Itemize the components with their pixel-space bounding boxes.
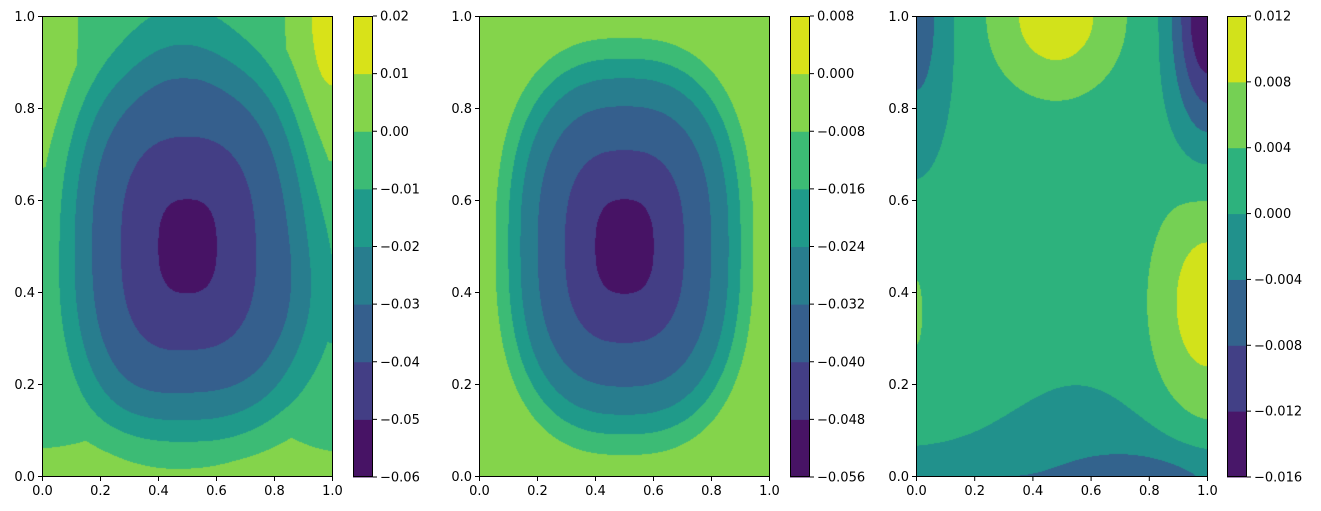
colorbar-tick-label: −0.016 — [1254, 471, 1302, 486]
colorbar-tick-label: 0.008 — [817, 10, 854, 25]
axes-frame — [479, 16, 770, 477]
colorbar-frame — [353, 16, 373, 477]
colorbar-tick-label: −0.032 — [817, 298, 865, 313]
colorbar-tick-label: −0.01 — [380, 182, 420, 197]
colorbar-band — [1227, 411, 1247, 478]
colorbar-tick-label: 0.02 — [380, 10, 409, 25]
colorbar-band — [353, 16, 373, 75]
colorbar-band — [1227, 81, 1247, 149]
x-tick-label: 0.8 — [264, 484, 285, 499]
colorbar-tick-label: −0.016 — [817, 182, 865, 197]
colorbar-band — [1227, 279, 1247, 346]
x-tick-label: 0.2 — [527, 484, 548, 499]
y-tick-label: 0.0 — [451, 470, 472, 485]
y-tick-label: 0.0 — [14, 470, 35, 485]
y-tick-label: 1.0 — [451, 10, 472, 25]
x-tick-label: 1.0 — [1197, 484, 1218, 499]
colorbar-tick-label: −0.004 — [1254, 273, 1302, 288]
axes-frame — [916, 16, 1208, 477]
colorbar-frame — [1227, 16, 1247, 477]
y-tick-label: 0.2 — [888, 378, 909, 393]
colorbar-tick-label: −0.03 — [380, 298, 420, 313]
y-tick-label: 0.0 — [888, 470, 909, 485]
colorbar-tick-label: 0.00 — [380, 125, 409, 140]
x-tick-label: 0.0 — [32, 484, 53, 499]
colorbar-tick-label: −0.008 — [817, 125, 865, 140]
y-tick-label: 0.2 — [451, 378, 472, 393]
colorbar-tick-label: 0.012 — [1254, 10, 1291, 25]
y-tick-label: 0.6 — [14, 194, 35, 209]
x-tick-label: 0.4 — [1023, 484, 1044, 499]
colorbar-band — [353, 246, 373, 305]
x-tick-label: 0.2 — [90, 484, 111, 499]
y-tick-label: 1.0 — [14, 10, 35, 25]
y-tick-label: 0.4 — [451, 286, 472, 301]
colorbar-band — [790, 304, 810, 363]
x-tick-label: 1.0 — [759, 484, 780, 499]
colorbar-tick-label: −0.024 — [817, 240, 865, 255]
y-tick-label: 1.0 — [888, 10, 909, 25]
colorbar-tick-label: 0.000 — [817, 67, 854, 82]
colorbar-tick-label: −0.012 — [1254, 405, 1302, 420]
colorbar-band — [1227, 147, 1247, 215]
colorbar-band — [790, 73, 810, 132]
y-tick-label: 0.4 — [888, 286, 909, 301]
colorbar-tick-label: 0.008 — [1254, 75, 1291, 90]
y-tick-label: 0.6 — [888, 194, 909, 209]
contour-plot-2 — [479, 16, 770, 477]
x-tick-label: 0.4 — [148, 484, 169, 499]
colorbar-band — [790, 419, 810, 478]
y-tick-label: 0.8 — [888, 102, 909, 117]
colorbar-tick-label: 0.01 — [380, 67, 409, 82]
colorbar-band — [790, 361, 810, 420]
colorbar-band — [790, 188, 810, 247]
contour-plot-1 — [42, 16, 333, 477]
colorbar-tick-label: 0.000 — [1254, 207, 1291, 222]
colorbar-tick-label: −0.040 — [817, 355, 865, 370]
y-tick-label: 0.4 — [14, 286, 35, 301]
colorbar-tick-label: −0.02 — [380, 240, 420, 255]
colorbar-band — [353, 73, 373, 132]
x-tick-label: 0.0 — [906, 484, 927, 499]
colorbar-tick-label: −0.048 — [817, 413, 865, 428]
x-tick-label: 0.8 — [701, 484, 722, 499]
axes-frame — [42, 16, 333, 477]
colorbar-band — [1227, 16, 1247, 83]
y-tick-label: 0.8 — [451, 102, 472, 117]
y-tick-label: 0.6 — [451, 194, 472, 209]
colorbar-tick-label: −0.008 — [1254, 339, 1302, 354]
colorbar-tick-label: −0.06 — [380, 471, 420, 486]
colorbar-frame — [790, 16, 810, 477]
colorbar-band — [353, 361, 373, 420]
colorbar-band — [1227, 213, 1247, 280]
y-tick-label: 0.2 — [14, 378, 35, 393]
contour-plot-3 — [916, 16, 1208, 477]
colorbar-tick-label: −0.05 — [380, 413, 420, 428]
colorbar-tick-label: −0.056 — [817, 471, 865, 486]
colorbar-band — [353, 419, 373, 478]
colorbar-tick-label: −0.04 — [380, 355, 420, 370]
colorbar-band — [790, 16, 810, 75]
x-tick-label: 1.0 — [322, 484, 343, 499]
colorbar-band — [790, 246, 810, 305]
x-tick-label: 0.6 — [206, 484, 227, 499]
y-tick-label: 0.8 — [14, 102, 35, 117]
x-tick-label: 0.6 — [1081, 484, 1102, 499]
colorbar-tick-label: 0.004 — [1254, 141, 1291, 156]
x-tick-label: 0.6 — [643, 484, 664, 499]
x-tick-label: 0.8 — [1139, 484, 1160, 499]
x-tick-label: 0.2 — [964, 484, 985, 499]
colorbar-band — [1227, 345, 1247, 412]
colorbar-band — [790, 131, 810, 190]
colorbar-band — [353, 304, 373, 363]
colorbar-band — [353, 188, 373, 247]
x-tick-label: 0.0 — [469, 484, 490, 499]
colorbar-band — [353, 131, 373, 190]
x-tick-label: 0.4 — [585, 484, 606, 499]
